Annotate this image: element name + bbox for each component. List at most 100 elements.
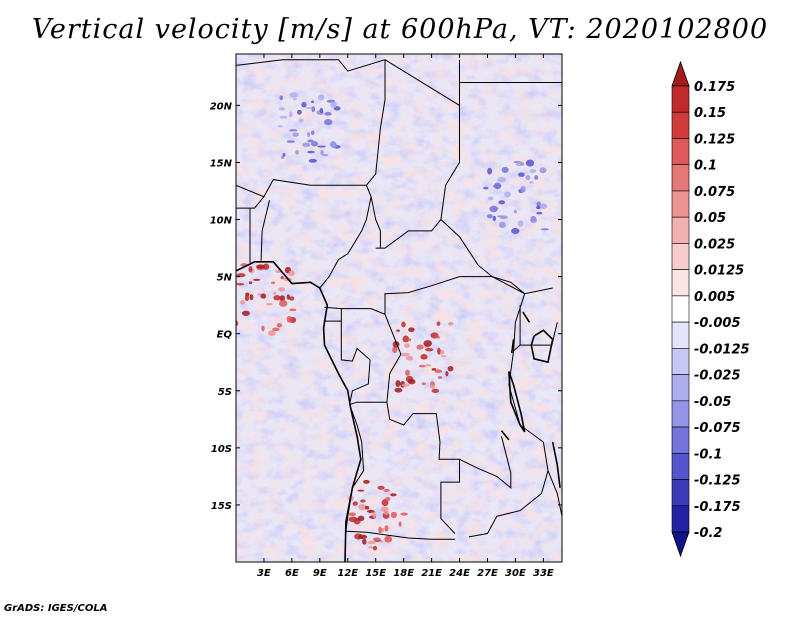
colorbar-label: 0.05 xyxy=(694,211,726,226)
velocity-cell xyxy=(288,270,295,276)
coast-line xyxy=(508,371,526,433)
velocity-cell xyxy=(272,327,280,332)
velocity-cell xyxy=(271,281,275,285)
velocity-cell xyxy=(352,501,358,506)
velocity-cell xyxy=(297,109,302,115)
colorbar-label: -0.1 xyxy=(694,447,722,462)
velocity-cell xyxy=(311,100,315,103)
colorbar-label: 0.005 xyxy=(694,290,735,305)
colorbar-label: -0.025 xyxy=(694,369,741,384)
colorbar-swatch xyxy=(671,505,690,533)
border-line xyxy=(323,306,342,322)
velocity-cell xyxy=(363,479,370,484)
border-line xyxy=(345,530,455,540)
velocity-cell xyxy=(383,488,390,492)
velocity-cell xyxy=(240,300,245,305)
colorbar-swatch xyxy=(671,111,690,139)
velocity-cell xyxy=(267,330,276,337)
velocity-cell xyxy=(436,336,441,339)
velocity-cell xyxy=(529,168,537,174)
velocity-cell xyxy=(372,511,377,519)
velocity-cell xyxy=(530,216,538,224)
velocity-cell xyxy=(248,281,253,285)
colorbar-swatch xyxy=(671,426,690,454)
y-tick-label: 5S xyxy=(218,387,232,398)
x-tick-label: 27E xyxy=(477,568,498,579)
velocity-cell xyxy=(520,185,526,193)
velocity-cell xyxy=(279,115,288,119)
velocity-cell xyxy=(441,355,446,358)
map-panel xyxy=(236,54,562,562)
velocity-cell xyxy=(494,182,502,190)
velocity-cell xyxy=(279,95,283,101)
colorbar-label: 0.175 xyxy=(694,80,735,95)
velocity-cell xyxy=(421,382,426,385)
velocity-cell xyxy=(244,295,250,302)
coast-line xyxy=(236,260,362,562)
velocity-cell xyxy=(236,281,238,286)
velocity-cell xyxy=(492,215,497,222)
velocity-cell xyxy=(289,92,299,98)
velocity-cell xyxy=(298,118,304,123)
coast-line xyxy=(510,339,515,354)
velocity-cell xyxy=(377,485,385,490)
velocity-cell xyxy=(289,296,295,301)
velocity-cell xyxy=(368,509,372,514)
colorbar-swatch xyxy=(671,138,690,166)
velocity-cell xyxy=(436,321,441,326)
velocity-cell xyxy=(358,503,367,511)
velocity-cell xyxy=(525,159,535,167)
velocity-cell xyxy=(362,538,367,545)
velocity-cell xyxy=(437,375,443,379)
border-line xyxy=(547,470,562,517)
velocity-cell xyxy=(429,384,436,389)
x-tick-label: 3E xyxy=(257,568,271,579)
velocity-cell xyxy=(241,310,250,316)
velocity-cell xyxy=(292,132,300,137)
velocity-cell xyxy=(293,97,297,101)
velocity-cell xyxy=(311,141,319,147)
velocity-cell xyxy=(357,489,365,492)
velocity-cell xyxy=(372,545,378,551)
velocity-cell xyxy=(420,353,428,360)
velocity-cell xyxy=(392,346,398,354)
velocity-cell xyxy=(324,118,333,126)
velocity-cell xyxy=(383,509,389,516)
velocity-cell xyxy=(286,140,295,143)
velocity-cell xyxy=(358,534,368,540)
velocity-cell xyxy=(384,525,389,532)
velocity-cell xyxy=(418,364,426,368)
velocity-cell xyxy=(401,321,406,328)
velocity-cell xyxy=(401,383,410,387)
velocity-cell xyxy=(302,142,311,148)
border-line xyxy=(370,196,381,249)
x-tick-label: 9E xyxy=(313,568,327,579)
velocity-cell xyxy=(282,152,286,157)
velocity-cell xyxy=(496,215,505,218)
velocity-cell xyxy=(390,511,398,519)
colorbar-label: 0.075 xyxy=(694,185,735,200)
chart-title: Vertical velocity [m/s] at 600hPa, VT: 2… xyxy=(31,14,769,45)
x-tick-label: 24E xyxy=(449,568,470,579)
border-line xyxy=(366,59,386,186)
colorbar-swatch xyxy=(671,190,690,218)
velocity-cell xyxy=(317,145,326,148)
velocity-cell xyxy=(308,158,318,163)
velocity-cell xyxy=(348,512,357,517)
velocity-cell xyxy=(288,129,298,132)
velocity-cell xyxy=(395,380,401,387)
velocity-cell xyxy=(319,107,324,114)
y-tick-label: 10N xyxy=(210,216,233,227)
velocity-cell xyxy=(249,294,254,301)
colorbar-label: 0.15 xyxy=(694,106,726,121)
coast-line xyxy=(530,329,554,364)
velocity-cell xyxy=(404,343,410,348)
velocity-cell xyxy=(405,355,414,361)
border-line xyxy=(349,314,402,405)
colorbar-swatch xyxy=(671,374,690,402)
velocity-cell xyxy=(498,221,506,229)
velocity-cell xyxy=(280,155,285,160)
velocity-cell xyxy=(487,196,494,201)
velocity-cell xyxy=(511,227,520,235)
